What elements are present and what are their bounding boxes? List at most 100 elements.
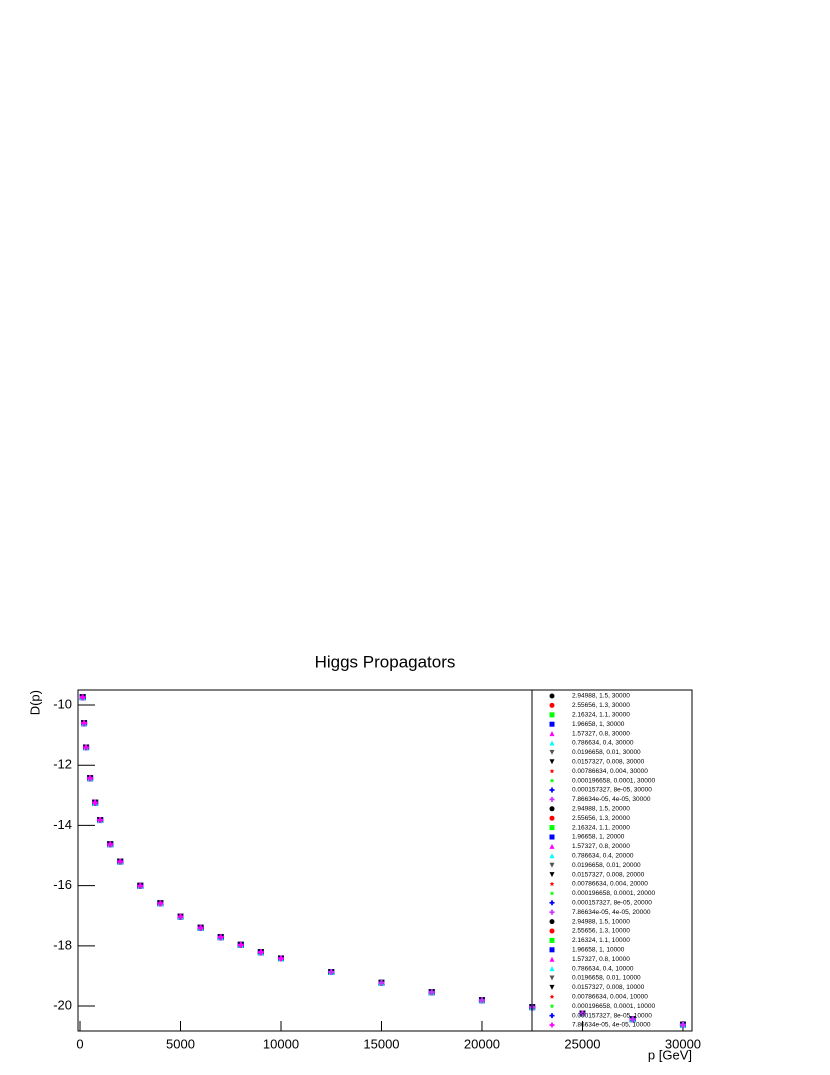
data-point xyxy=(478,997,485,1004)
data-point xyxy=(137,882,144,889)
data-point xyxy=(257,949,264,956)
legend-marker xyxy=(549,721,555,727)
legend-label: 7.86634e-05, 4e-05, 10000 xyxy=(572,1022,651,1029)
data-point xyxy=(679,1021,686,1028)
y-tick-label: -16 xyxy=(53,877,72,892)
legend-label: 0.000196658, 0.0001, 30000 xyxy=(572,777,656,784)
legend-label: 2.16324, 1.1, 20000 xyxy=(572,824,630,831)
legend-label: 2.94988, 1.5, 20000 xyxy=(572,806,630,813)
legend-marker xyxy=(549,815,555,821)
y-tick-label: -14 xyxy=(53,817,72,832)
legend-label: 2.55656, 1.3, 20000 xyxy=(572,815,630,822)
data-point xyxy=(328,969,335,976)
legend-marker xyxy=(549,881,555,887)
y-tick-label: -12 xyxy=(53,757,72,772)
legend-marker xyxy=(549,712,555,718)
legend-marker xyxy=(549,956,555,962)
legend-label: 1.96658, 1, 30000 xyxy=(572,721,625,728)
legend-label: 0.000196658, 0.0001, 20000 xyxy=(572,890,656,897)
legend-marker xyxy=(549,702,555,708)
legend-marker xyxy=(549,937,555,943)
legend-marker xyxy=(549,806,555,812)
legend-label: 0.000157327, 8e-05, 30000 xyxy=(572,787,652,794)
legend-label: 0.000157327, 8e-05, 10000 xyxy=(572,1012,652,1019)
legend-marker xyxy=(549,975,555,981)
y-tick-label: -10 xyxy=(53,696,72,711)
legend-marker xyxy=(549,759,555,765)
x-axis-label: p [GeV] xyxy=(648,1047,692,1062)
data-point xyxy=(177,913,184,920)
legend-marker xyxy=(549,872,555,878)
legend-label: 1.57327, 0.8, 20000 xyxy=(572,843,630,850)
legend-marker xyxy=(549,1013,555,1019)
legend-label: 2.55656, 1.3, 30000 xyxy=(572,702,630,709)
legend-label: 0.000157327, 8e-05, 20000 xyxy=(572,900,652,907)
legend-label: 2.16324, 1.1, 10000 xyxy=(572,937,630,944)
legend-marker xyxy=(549,984,555,990)
data-point xyxy=(92,799,99,806)
legend-label: 0.0157327, 0.008, 10000 xyxy=(572,984,645,991)
legend-marker xyxy=(549,890,555,896)
legend-label: 7.86634e-05, 4e-05, 30000 xyxy=(572,796,651,803)
x-tick-label: 10000 xyxy=(263,1036,299,1051)
legend-label: 0.00786634, 0.004, 30000 xyxy=(572,768,648,775)
legend-label: 1.96658, 1, 20000 xyxy=(572,834,625,841)
data-point xyxy=(83,744,90,751)
legend-label: 0.0196658, 0.01, 30000 xyxy=(572,749,641,756)
data-point xyxy=(81,720,88,727)
legend-label: 0.786634, 0.4, 10000 xyxy=(572,965,634,972)
data-point xyxy=(79,694,86,701)
legend-marker xyxy=(549,853,555,859)
legend-marker xyxy=(549,1022,555,1028)
legend-label: 2.16324, 1.1, 30000 xyxy=(572,712,630,719)
legend-label: 1.57327, 0.8, 10000 xyxy=(572,956,630,963)
data-point xyxy=(117,858,124,865)
data-point xyxy=(157,900,164,907)
x-tick-label: 30000 xyxy=(665,1036,701,1051)
legend-marker xyxy=(549,693,555,699)
x-tick-label: 25000 xyxy=(564,1036,600,1051)
x-tick-label: 5000 xyxy=(166,1036,195,1051)
y-tick-label: -20 xyxy=(53,997,72,1012)
y-tick-label: -18 xyxy=(53,937,72,952)
data-point xyxy=(378,979,385,986)
legend-marker xyxy=(549,1003,555,1009)
data-point xyxy=(97,817,104,824)
legend-marker xyxy=(549,928,555,934)
legend-marker xyxy=(549,947,555,953)
data-point xyxy=(237,941,244,948)
data-point xyxy=(428,989,435,996)
legend-marker xyxy=(549,900,555,906)
legend-marker xyxy=(549,778,555,783)
chart-title: Higgs Propagators xyxy=(315,652,456,671)
y-axis-label: D(p) xyxy=(27,690,42,715)
legend-label: 2.94988, 1.5, 10000 xyxy=(572,918,630,925)
legend-marker xyxy=(549,862,555,868)
legend-label: 0.0157327, 0.008, 20000 xyxy=(572,871,645,878)
legend-marker xyxy=(549,825,555,831)
data-point xyxy=(629,1016,636,1023)
legend-label: 0.786634, 0.4, 20000 xyxy=(572,853,634,860)
legend-label: 0.000196658, 0.0001, 10000 xyxy=(572,1003,656,1010)
legend-marker xyxy=(549,749,555,755)
data-point xyxy=(87,775,94,782)
legend-label: 0.0196658, 0.01, 20000 xyxy=(572,862,641,869)
legend-label: 1.57327, 0.8, 30000 xyxy=(572,730,630,737)
legend-box xyxy=(531,689,693,1032)
legend-marker xyxy=(549,740,555,746)
legend-marker xyxy=(549,919,555,925)
legend-marker xyxy=(549,909,555,915)
legend-marker xyxy=(549,966,555,972)
legend-label: 0.0157327, 0.008, 30000 xyxy=(572,759,645,766)
legend-label: 2.55656, 1.3, 10000 xyxy=(572,928,630,935)
legend-marker xyxy=(549,731,555,737)
data-point xyxy=(579,1010,586,1017)
legend-label: 0.0196658, 0.01, 10000 xyxy=(572,975,641,982)
data-point xyxy=(277,955,284,962)
x-tick-label: 0 xyxy=(76,1036,83,1051)
data-point xyxy=(217,934,224,941)
legend-label: 1.96658, 1, 10000 xyxy=(572,947,625,954)
legend-label: 0.786634, 0.4, 30000 xyxy=(572,740,634,747)
